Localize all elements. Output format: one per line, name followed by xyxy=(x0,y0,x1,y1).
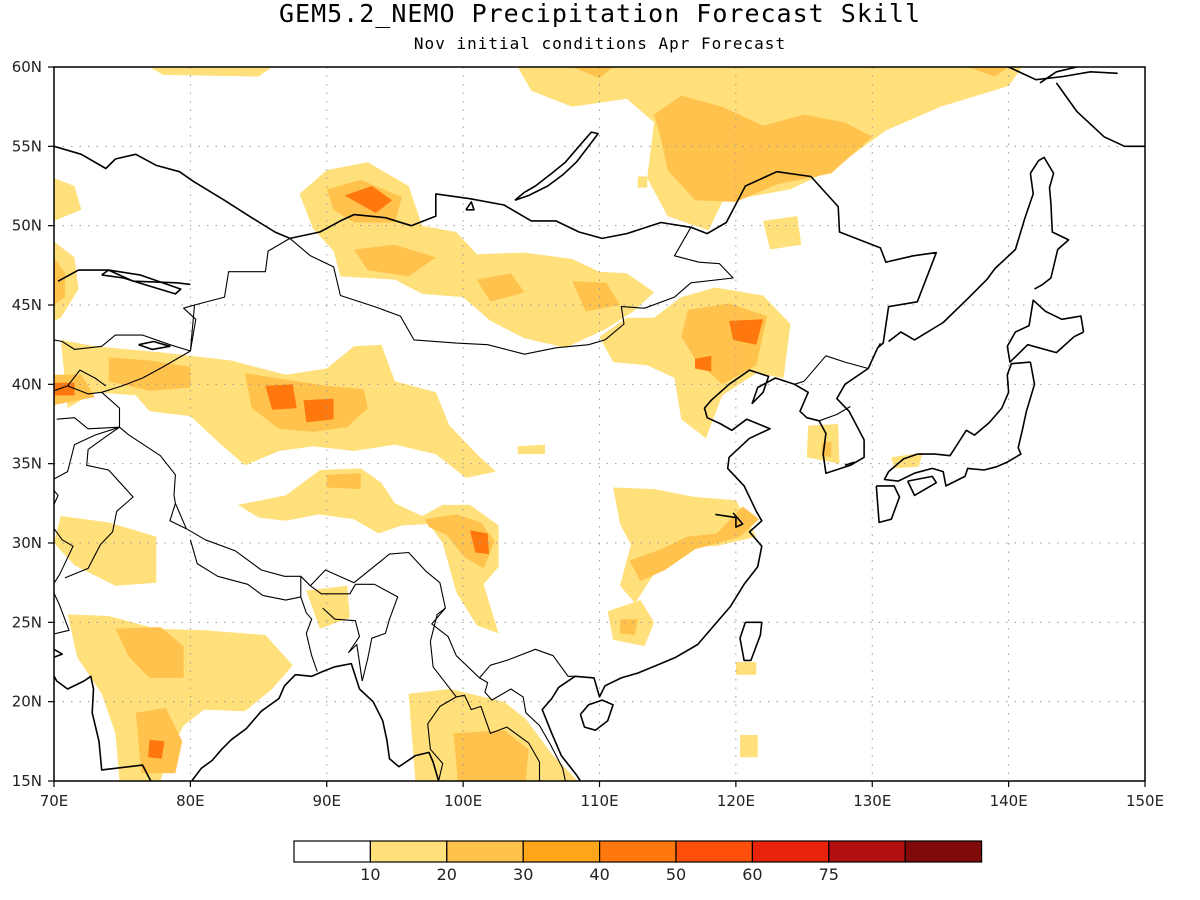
colorbar-swatch-8 xyxy=(905,841,981,862)
lat-tick-label-6: 45N xyxy=(12,296,42,314)
map-figure: GEM5.2_NEMO Precipitation Forecast Skill… xyxy=(0,0,1200,900)
colorbar-label-2: 30 xyxy=(513,865,533,884)
colorbar-label-0: 10 xyxy=(360,865,380,884)
skill-region-30 xyxy=(327,473,361,489)
lat-tick-label-0: 15N xyxy=(12,772,42,790)
map-plot-area xyxy=(47,67,1145,805)
lon-tick-label-4: 110E xyxy=(580,792,618,810)
colorbar-swatch-0 xyxy=(294,841,370,862)
lon-tick-label-3: 100E xyxy=(444,792,482,810)
lon-tick-label-0: 70E xyxy=(40,792,69,810)
lon-tick-label-2: 90E xyxy=(312,792,341,810)
lat-tick-label-5: 40N xyxy=(12,375,42,393)
lon-tick-label-1: 80E xyxy=(176,792,205,810)
colorbar-label-3: 40 xyxy=(589,865,609,884)
figure-subtitle: Nov initial conditions Apr Forecast xyxy=(414,34,786,53)
colorbar-label-5: 60 xyxy=(742,865,762,884)
lon-tick-label-8: 150E xyxy=(1126,792,1164,810)
lat-tick-label-3: 30N xyxy=(12,534,42,552)
skill-region-47 xyxy=(736,662,756,675)
colorbar-label-6: 75 xyxy=(819,865,839,884)
colorbar-swatch-7 xyxy=(829,841,905,862)
lat-tick-label-1: 20N xyxy=(12,693,42,711)
lat-tick-label-2: 25N xyxy=(12,613,42,631)
colorbar-swatch-5 xyxy=(676,841,752,862)
colorbar-swatch-2 xyxy=(447,841,523,862)
skill-region-15 xyxy=(763,216,801,249)
colorbar-swatch-4 xyxy=(600,841,676,862)
figure-title: GEM5.2_NEMO Precipitation Forecast Skill xyxy=(279,0,921,28)
colorbar-swatch-1 xyxy=(370,841,446,862)
skill-region-42 xyxy=(620,619,638,635)
colorbar-swatch-3 xyxy=(523,841,599,862)
skill-region-48 xyxy=(638,177,648,188)
lon-tick-label-7: 140E xyxy=(990,792,1028,810)
lat-tick-label-9: 60N xyxy=(12,58,42,76)
colorbar-label-1: 20 xyxy=(437,865,457,884)
colorbar: 10 20 30 40 50 60 75 xyxy=(294,841,982,884)
lat-tick-label-8: 55N xyxy=(12,137,42,155)
lon-tick-label-6: 130E xyxy=(853,792,891,810)
skill-region-49 xyxy=(518,445,545,455)
skill-region-35 xyxy=(148,740,164,759)
colorbar-label-4: 50 xyxy=(666,865,686,884)
lat-tick-label-4: 35N xyxy=(12,455,42,473)
lat-tick-label-7: 50N xyxy=(12,217,42,235)
skill-region-23 xyxy=(304,399,334,423)
lon-tick-label-5: 120E xyxy=(717,792,755,810)
colorbar-swatch-6 xyxy=(752,841,828,862)
skill-region-46 xyxy=(740,735,758,757)
